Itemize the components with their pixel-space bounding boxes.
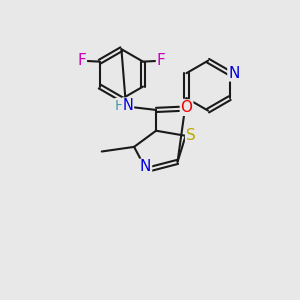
Text: O: O (181, 100, 193, 115)
Text: N: N (228, 66, 239, 81)
Text: F: F (77, 53, 86, 68)
Text: N: N (140, 160, 152, 175)
Text: S: S (186, 128, 196, 142)
Text: F: F (157, 53, 165, 68)
Text: N: N (122, 98, 133, 113)
Text: H: H (115, 99, 125, 113)
